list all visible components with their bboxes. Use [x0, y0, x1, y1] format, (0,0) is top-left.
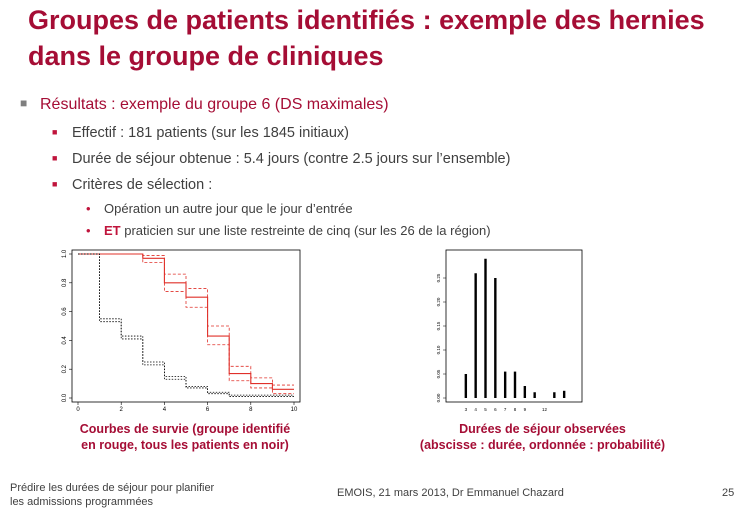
x-tick-label: 2 — [120, 407, 124, 413]
x-tick-label: 12 — [542, 407, 548, 412]
footer-subtitle: Prédire les durées de séjour pour planif… — [10, 481, 270, 509]
x-tick-label: 10 — [291, 407, 298, 413]
x-tick-label: 0 — [76, 407, 80, 413]
y-tick-label: 0.20 — [436, 297, 441, 306]
y-tick-label: 0.2 — [62, 364, 68, 373]
slide-title: Groupes de patients identifiés : exemple… — [28, 5, 705, 71]
x-tick-label: 7 — [504, 407, 507, 412]
stay-chart-caption: Durées de séjour observées (abscisse : d… — [395, 421, 690, 453]
survival-curve-line — [78, 253, 294, 397]
y-tick-label: 1.0 — [62, 249, 68, 258]
dot-bullet-icon: • — [86, 201, 91, 216]
caption-line: Durées de séjour observées — [459, 422, 626, 436]
x-tick-label: 8 — [514, 407, 517, 412]
caption-line: (abscisse : durée, ordonnée : probabilit… — [419, 438, 666, 452]
y-tick-label: 0.25 — [436, 273, 441, 282]
criterion-item: • ET praticien sur une liste restreinte d… — [86, 223, 491, 238]
caption-line: en rouge, tous les patients en noir) — [81, 438, 289, 452]
results-heading-text: Résultats : exemple du groupe 6 (DS maxi… — [40, 96, 389, 113]
x-tick-label: 6 — [206, 407, 210, 413]
footer-credit: EMOIS, 21 mars 2013, Dr Emmanuel Chazard — [337, 487, 564, 499]
survival-curve-line — [78, 253, 294, 386]
plot-frame — [71, 249, 301, 403]
y-tick-label: 0.15 — [436, 321, 441, 330]
survival-curve-chart: 0 2 4 6 8 10 0.0 0.2 0.4 0.6 0.8 1.0 — [62, 249, 301, 413]
page-number: 25 — [722, 487, 735, 499]
criterion-text: praticien sur une liste restreinte de ci… — [120, 223, 491, 238]
x-tick-label: 6 — [494, 407, 497, 412]
footer-line: Prédire les durées de séjour pour planif… — [10, 482, 215, 494]
criterion-text: Opération un autre jour que le jour d’en… — [104, 201, 353, 216]
result-item-text: Durée de séjour obtenue : 5.4 jours (con… — [72, 151, 511, 167]
y-tick-label: 0.8 — [62, 278, 68, 287]
x-tick-label: 4 — [474, 407, 477, 412]
length-of-stay-chart: 3 4 5 6 7 8 9 12 0.00 0.05 0.10 0.15 0.20 0.25 — [436, 249, 583, 412]
square-bullet-icon: ■ — [52, 153, 58, 163]
criterion-bold: ET — [104, 223, 121, 238]
y-tick-label: 0.05 — [436, 369, 441, 378]
x-tick-label: 8 — [249, 407, 253, 413]
square-bullet-icon: ■ — [20, 96, 28, 110]
result-item: ■ Effectif : 181 patients (sur les 1845 i… — [52, 125, 349, 141]
survival-chart-caption: Courbes de survie (groupe identifié en r… — [55, 421, 315, 453]
x-tick-label: 5 — [484, 407, 487, 412]
survival-curve-line — [78, 253, 294, 396]
result-item: ■ Durée de séjour obtenue : 5.4 jours (co… — [52, 151, 510, 167]
y-tick-label: 0.4 — [62, 336, 68, 345]
square-bullet-icon: ■ — [52, 127, 58, 137]
criterion-item: • Opération un autre jour que le jour d’e… — [86, 201, 353, 216]
result-item-text: Critères de sélection : — [72, 177, 213, 193]
y-tick-label: 0.0 — [62, 393, 68, 402]
x-tick-label: 9 — [524, 407, 527, 412]
results-heading: ■ Résultats : exemple du groupe 6 (DS max… — [20, 96, 389, 114]
footer-line: les admissions programmées — [10, 496, 154, 508]
y-tick-label: 0.00 — [436, 393, 441, 402]
square-bullet-icon: ■ — [52, 179, 58, 189]
x-tick-label: 4 — [163, 407, 167, 413]
result-item-text: Effectif : 181 patients (sur les 1845 in… — [72, 125, 349, 141]
dot-bullet-icon: • — [86, 223, 91, 238]
x-tick-label: 3 — [465, 407, 468, 412]
y-tick-label: 0.6 — [62, 307, 68, 316]
result-item: ■ Critères de sélection : — [52, 177, 212, 193]
survival-curve-line — [78, 253, 294, 395]
caption-line: Courbes de survie (groupe identifié — [79, 422, 291, 436]
y-tick-label: 0.10 — [436, 345, 441, 354]
